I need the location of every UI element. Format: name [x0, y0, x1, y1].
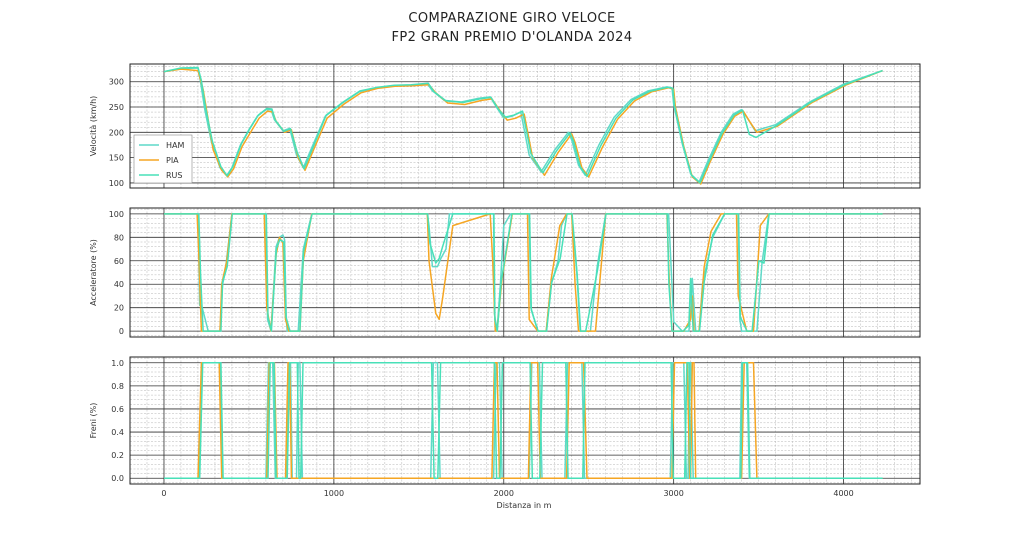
series-line-ham [163, 67, 883, 183]
legend-label-ham: HAM [166, 141, 184, 150]
series-line-rus [164, 213, 883, 332]
y-tick-label: 60 [114, 257, 124, 266]
y-tick-label: 200 [109, 128, 124, 137]
legend-label-rus: RUS [166, 171, 183, 180]
y-tick-label: 0.8 [111, 382, 124, 391]
y-axis-label: Freni (%) [89, 403, 98, 439]
x-axis-label: Distanza in m [497, 501, 552, 510]
y-tick-label: 0 [119, 327, 124, 336]
y-axis-label: Velocità (km/h) [89, 96, 98, 157]
chart-title: COMPARAZIONE GIRO VELOCE [408, 11, 615, 26]
panel-speed: 100 150 200 250 300 Velocità (km/h) HAM PIA RUS [89, 63, 921, 189]
y-tick-label: 0.0 [111, 474, 124, 483]
y-tick-label: 100 [109, 179, 124, 188]
series-line-rus [164, 362, 883, 479]
y-tick-label: 80 [114, 233, 124, 242]
legend-label-pia: PIA [166, 156, 179, 165]
x-tick-label: 0 [161, 489, 166, 498]
y-tick-label: 0.6 [111, 405, 124, 414]
y-tick-label: 100 [109, 210, 124, 219]
y-tick-label: 20 [114, 304, 124, 313]
y-tick-label: 1.0 [111, 359, 124, 368]
x-tick-label: 3000 [663, 489, 683, 498]
panel-frame [129, 207, 921, 338]
x-tick-label: 4000 [833, 489, 853, 498]
series-line-ham [164, 362, 883, 479]
panel-frame [129, 356, 921, 485]
x-tick-label: 1000 [324, 489, 344, 498]
y-tick-label: 40 [114, 280, 124, 289]
y-axis-label: Acceleratore (%) [89, 239, 98, 306]
y-tick-label: 0.2 [111, 451, 124, 460]
x-tick-label: 2000 [494, 489, 514, 498]
y-tick-label: 250 [109, 103, 124, 112]
y-tick-label: 150 [109, 154, 124, 163]
series-line-rus [163, 66, 883, 184]
y-tick-label: 300 [109, 78, 124, 87]
panel-frame [129, 63, 921, 189]
y-tick-label: 0.4 [111, 428, 124, 437]
series-line-pia [164, 362, 883, 479]
panel-brake: 0.0 0.2 0.4 0.6 0.8 1.0 Freni (%) 0 1000 2000 3000… [89, 356, 921, 498]
chart-subtitle: FP2 GRAN PREMIO D'OLANDA 2024 [391, 30, 632, 45]
panel-throttle: 0 20 40 60 80 100 Acceleratore (%) [89, 207, 921, 338]
